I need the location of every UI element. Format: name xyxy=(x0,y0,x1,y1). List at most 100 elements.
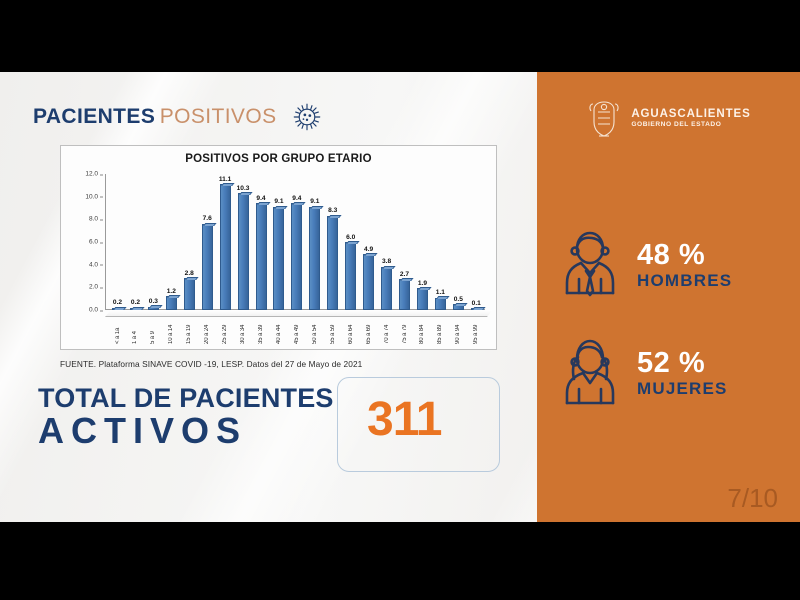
left-content-column: PACIENTES POSITIVOS xyxy=(0,72,537,522)
bar xyxy=(345,242,357,310)
y-axis-tick: 4.0 xyxy=(88,261,104,269)
x-axis-tick: 20 a 24 xyxy=(199,318,216,344)
x-axis-tick: 45 a 49 xyxy=(288,318,305,344)
bar-column: 1.1 xyxy=(432,174,449,310)
coat-of-arms-icon xyxy=(589,101,619,137)
coronavirus-icon xyxy=(294,103,321,131)
bar-value-label: 9.4 xyxy=(256,194,266,202)
x-axis-tick-label: 60 a 64 xyxy=(347,324,354,344)
bar xyxy=(416,288,428,310)
x-axis-tick: 1 a 4 xyxy=(127,318,144,344)
header-title-bold: PACIENTES xyxy=(33,105,156,128)
bar xyxy=(219,184,231,310)
x-axis-tick: 55 a 59 xyxy=(324,318,341,344)
bar xyxy=(255,203,267,310)
bar-column: 3.8 xyxy=(378,174,395,310)
y-axis-tick: 2.0 xyxy=(88,283,104,291)
x-axis-tick: 5 a 9 xyxy=(145,318,162,344)
bar-column: 0.5 xyxy=(450,174,467,310)
x-axis-tick: 80 a 84 xyxy=(414,318,431,344)
government-logo-text: AGUASCALIENTES GOBIERNO DEL ESTADO xyxy=(631,108,750,129)
section-header: PACIENTES POSITIVOS xyxy=(33,100,324,134)
government-name: AGUASCALIENTES xyxy=(631,108,751,121)
bar-column: 0.3 xyxy=(145,174,162,310)
page-indicator: 7/10 xyxy=(727,483,778,513)
bar-column: 9.4 xyxy=(288,174,305,310)
chart-title: POSITIVOS POR GRUPO ETARIO xyxy=(185,153,372,165)
y-axis-tick: 0.0 xyxy=(88,306,104,314)
bar xyxy=(291,203,303,310)
bar-value-label: 0.3 xyxy=(148,298,158,306)
bar-value-label: 9.4 xyxy=(292,194,302,202)
bar xyxy=(470,308,482,310)
bar xyxy=(183,278,195,310)
x-axis-tick: 70 a 74 xyxy=(378,318,395,344)
slide-canvas: PACIENTES POSITIVOS xyxy=(0,72,800,522)
bar-value-label: 0.2 xyxy=(130,299,141,307)
bar xyxy=(147,306,159,310)
y-axis-tick: 6.0 xyxy=(88,238,104,246)
chart-plot-area: 0.0 2.0 4.0 6.0 8.0 10.0 12.0 0.2 0.2 0.3 1.2 2.8 7… xyxy=(73,170,493,344)
x-axis-tick: 75 a 79 xyxy=(396,318,413,344)
bar-column: 10.3 xyxy=(235,174,252,310)
bar-column: 9.1 xyxy=(270,174,287,310)
bar-value-label: 9.1 xyxy=(274,198,284,206)
bar xyxy=(129,307,141,310)
bar-value-label: 1.2 xyxy=(166,287,176,295)
total-label-line2: ACTIVOS xyxy=(38,410,248,452)
x-axis-tick-label: 50 a 54 xyxy=(311,324,318,344)
bar-column: 0.1 xyxy=(468,174,485,310)
x-axis-tick-label: 25 a 29 xyxy=(222,324,229,344)
bar-column: 0.2 xyxy=(127,174,144,310)
x-axis-labels: < a 1a 1 a 4 5 a 9 10 a 14 15 a 19 20 a 24 25 … xyxy=(109,318,485,344)
x-axis-tick: 40 a 44 xyxy=(270,318,287,344)
male-avatar-icon xyxy=(565,231,615,297)
bar-column: 2.7 xyxy=(396,174,413,310)
bar-value-label: 1.1 xyxy=(435,289,445,297)
bar-value-label: 7.6 xyxy=(202,215,212,223)
x-axis-tick-label: 1 a 4 xyxy=(132,331,139,344)
bar-value-label: 6.0 xyxy=(346,233,356,241)
bar xyxy=(165,296,177,310)
stat-percent-hombres: 48 % xyxy=(637,238,706,271)
x-axis-tick: 95 a 99 xyxy=(468,318,485,344)
y-axis-tick: 12.0 xyxy=(85,170,103,178)
bar-value-label: 0.2 xyxy=(112,299,123,307)
y-axis-line xyxy=(105,174,106,310)
bar xyxy=(363,254,375,310)
x-axis-tick: 10 a 14 xyxy=(163,318,180,344)
x-axis-tick: 25 a 29 xyxy=(217,318,234,344)
total-label-line1: TOTAL DE PACIENTES xyxy=(38,383,334,413)
stat-text-mujeres: 52 % MUJERES xyxy=(637,343,728,399)
y-axis-tick: 10.0 xyxy=(85,193,103,201)
chart-panel: POSITIVOS POR GRUPO ETARIO 0.0 2.0 4.0 6.0 8… xyxy=(60,145,497,350)
bar xyxy=(201,223,213,310)
x-axis-tick-label: 80 a 84 xyxy=(419,324,426,344)
x-axis-tick-label: 45 a 49 xyxy=(293,324,300,344)
bar-column: 7.6 xyxy=(199,174,216,310)
y-axis: 0.0 2.0 4.0 6.0 8.0 10.0 12.0 xyxy=(73,170,104,314)
header-title-light: POSITIVOS xyxy=(159,105,277,128)
bar-value-label: 2.8 xyxy=(184,269,194,277)
x-axis-tick-label: 65 a 69 xyxy=(365,324,372,344)
bar-column: 9.1 xyxy=(306,174,323,310)
bar-column: 11.1 xyxy=(217,174,234,310)
x-axis-tick: 50 a 54 xyxy=(306,318,323,344)
x-axis-tick-label: 95 a 99 xyxy=(473,324,480,344)
bar-value-label: 10.3 xyxy=(236,184,250,192)
x-axis-tick-label: < a 1a xyxy=(114,327,121,344)
bar-value-label: 8.3 xyxy=(328,207,338,215)
bar xyxy=(434,297,446,310)
bar-series: 0.2 0.2 0.3 1.2 2.8 7.6 11.1 10.3 9.4 9.1 9.4 9.1 8.… xyxy=(109,174,485,310)
x-axis-tick-label: 90 a 94 xyxy=(455,324,462,344)
bar xyxy=(399,279,410,310)
bar-column: 0.2 xyxy=(109,174,126,310)
x-axis-tick: 35 a 39 xyxy=(253,318,270,344)
stat-row-hombres: 48 % HOMBRES xyxy=(559,217,789,309)
x-axis-tick-label: 70 a 74 xyxy=(383,324,390,344)
bar-value-label: 11.1 xyxy=(218,175,232,183)
total-label: TOTAL DE PACIENTES ACTIVOS xyxy=(38,384,334,450)
bar-value-label: 0.1 xyxy=(471,299,481,307)
x-axis-tick: 90 a 94 xyxy=(450,318,467,344)
total-active-patients-value: 311 xyxy=(367,393,442,446)
